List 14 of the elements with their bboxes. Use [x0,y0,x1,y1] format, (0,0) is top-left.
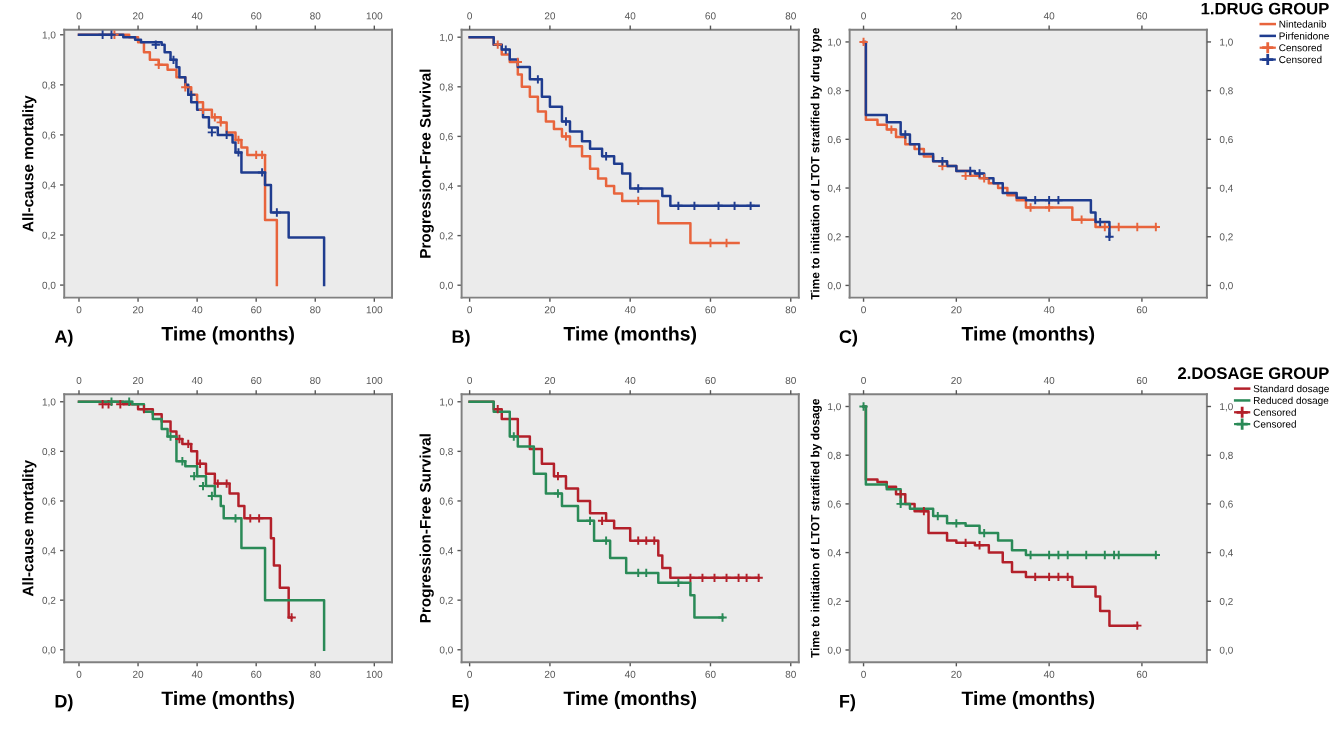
x-axis-title: Time (months) [961,326,1095,345]
x-axis-title: Time (months) [161,326,294,345]
text: B) [452,329,470,347]
x-axis-title: Time (months) [563,690,697,710]
x-axis-title: Time (months) [563,326,697,345]
text: A) [54,329,73,347]
x-axis-title: Time (months) [161,690,294,710]
text: C) [839,329,858,347]
text: F) [840,694,856,712]
x-axis-title: Time (months) [961,690,1095,710]
text: D) [55,694,73,712]
legend-title: 2.DOSAGE GROUP [1178,367,1329,380]
legend-title: 1.DRUG GROUP [1201,2,1329,15]
text: E) [452,694,469,712]
